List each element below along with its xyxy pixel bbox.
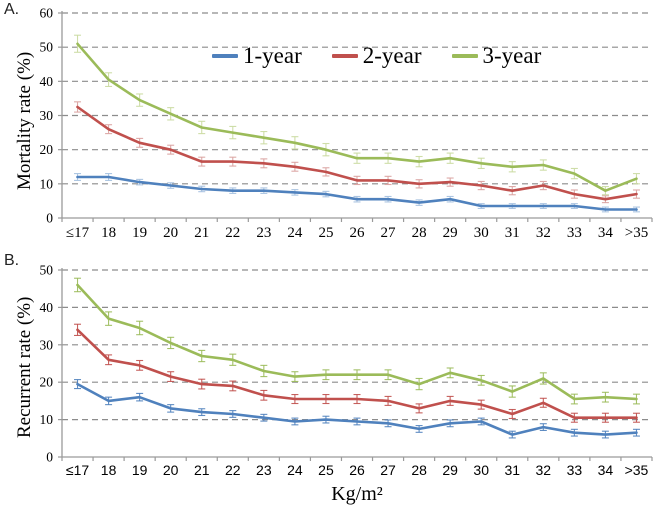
svg-text:25: 25 xyxy=(318,462,334,478)
svg-text:30: 30 xyxy=(40,108,54,123)
svg-text:18: 18 xyxy=(101,462,117,478)
svg-text:20: 20 xyxy=(40,375,54,390)
svg-text:21: 21 xyxy=(194,462,210,478)
svg-text:10: 10 xyxy=(40,412,54,427)
svg-text:23: 23 xyxy=(256,462,272,478)
svg-text:34: 34 xyxy=(598,462,614,478)
svg-text:30: 30 xyxy=(40,337,54,352)
svg-text:>35: >35 xyxy=(625,462,649,478)
legend-swatch-icon xyxy=(212,53,238,58)
svg-text:50: 50 xyxy=(40,263,54,278)
legend-swatch-icon xyxy=(331,53,358,58)
y-tick-labels: 0 10 20 30 40 50 xyxy=(40,263,54,465)
svg-text:20: 20 xyxy=(163,462,179,478)
svg-text:40: 40 xyxy=(40,74,54,89)
svg-text:27: 27 xyxy=(380,462,396,478)
series-line-3-year xyxy=(76,42,638,192)
svg-text:24: 24 xyxy=(287,462,303,478)
svg-text:28: 28 xyxy=(412,225,427,241)
svg-text:30: 30 xyxy=(473,462,489,478)
x-tick-labels: ≤17 18 19 20 21 22 23 24 25 26 27 28 29 30 31 32 33 34 >35 xyxy=(66,462,649,478)
svg-text:30: 30 xyxy=(474,225,489,241)
panel-b-chart: 0 10 20 30 40 50 ≤17 18 19 20 21 22 23 24 25 26 27 28 29 30… xyxy=(40,263,653,478)
svg-text:50: 50 xyxy=(40,40,54,55)
svg-text:26: 26 xyxy=(349,462,365,478)
svg-text:10: 10 xyxy=(40,176,54,191)
axes xyxy=(58,11,653,222)
svg-text:32: 32 xyxy=(536,462,552,478)
x-axis-title: Kg/m² xyxy=(331,483,383,505)
svg-text:31: 31 xyxy=(505,225,520,241)
svg-text:29: 29 xyxy=(443,225,458,241)
svg-text:19: 19 xyxy=(132,225,147,241)
svg-text:0: 0 xyxy=(46,211,53,226)
series-line-3-year xyxy=(76,283,638,401)
error-bars xyxy=(74,277,640,439)
series-line-1-year xyxy=(76,382,638,436)
panel-b-label: B. xyxy=(4,252,20,269)
svg-text:22: 22 xyxy=(225,462,241,478)
series-line-1-year xyxy=(76,175,638,211)
panel-a-label: A. xyxy=(4,1,20,18)
chart-legend: 1-year 2-year 3-year xyxy=(212,44,541,67)
svg-text:23: 23 xyxy=(256,225,271,241)
svg-text:33: 33 xyxy=(567,462,583,478)
y-tick-labels: 0 10 20 30 40 50 60 xyxy=(40,6,54,226)
svg-text:>35: >35 xyxy=(625,225,648,241)
legend-item-2-year: 2-year xyxy=(331,43,422,68)
legend-item-1-year: 1-year xyxy=(212,44,302,67)
svg-text:18: 18 xyxy=(101,225,116,241)
x-tick-labels: ≤17 18 19 20 21 22 23 24 25 26 27 28 29 30 31 32 33 34 >35 xyxy=(66,225,648,241)
svg-text:25: 25 xyxy=(318,225,333,241)
svg-text:20: 20 xyxy=(40,142,54,157)
svg-text:24: 24 xyxy=(287,225,303,241)
svg-text:27: 27 xyxy=(381,225,397,241)
svg-text:0: 0 xyxy=(46,450,53,465)
panel-a-chart: 0 10 20 30 40 50 60 ≤17 18 19 20 21 22 23 24 25 26 27 28 29… xyxy=(40,6,653,241)
svg-text:20: 20 xyxy=(163,225,178,241)
svg-text:29: 29 xyxy=(442,462,458,478)
svg-text:26: 26 xyxy=(350,225,366,241)
axes xyxy=(58,268,653,461)
series-line-2-year xyxy=(76,328,638,419)
svg-text:21: 21 xyxy=(194,225,209,241)
svg-text:≤17: ≤17 xyxy=(66,225,90,241)
svg-text:40: 40 xyxy=(40,300,54,315)
legend-item-3-year: 3-year xyxy=(451,43,542,68)
svg-text:22: 22 xyxy=(225,225,240,241)
svg-text:32: 32 xyxy=(536,225,551,241)
svg-text:≤17: ≤17 xyxy=(66,462,89,478)
svg-text:31: 31 xyxy=(504,462,520,478)
svg-text:33: 33 xyxy=(567,225,582,241)
svg-text:60: 60 xyxy=(40,6,54,21)
legend-swatch-icon xyxy=(451,53,478,58)
legend-label: 1-year xyxy=(243,43,302,68)
svg-text:28: 28 xyxy=(411,462,427,478)
svg-text:19: 19 xyxy=(132,462,148,478)
series-line-2-year xyxy=(76,105,638,201)
svg-text:34: 34 xyxy=(598,225,614,241)
legend-label: 3-year xyxy=(482,43,542,68)
legend-label: 2-year xyxy=(362,43,422,68)
